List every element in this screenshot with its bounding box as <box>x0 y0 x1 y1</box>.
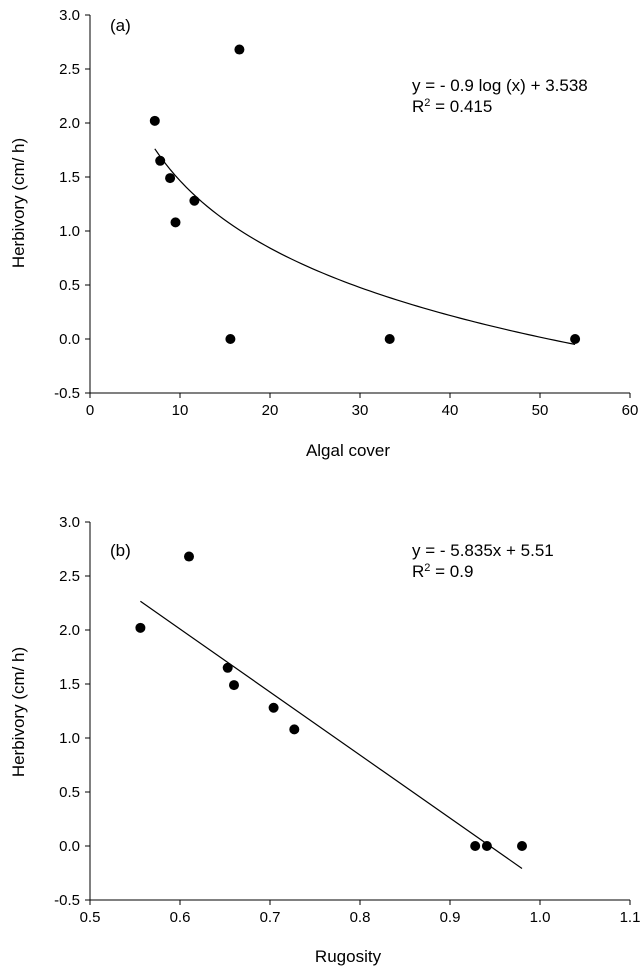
panel-a-x-tick-label: 30 <box>352 402 369 419</box>
panel-a-data-point <box>570 334 581 344</box>
panel-a-data-point <box>155 155 166 166</box>
panel-a-r2-prefix: R <box>412 97 424 116</box>
panel-a-y-tick-label: 1.0 <box>59 223 80 240</box>
panel-a-data-point <box>170 217 181 228</box>
panel-b-equation: y = - 5.835x + 5.51 <box>412 541 554 560</box>
panel-b-y-tick-label: 1.5 <box>59 676 80 693</box>
panel-a-r2-exp: 2 <box>424 97 430 109</box>
panel-b-r2-exp: 2 <box>424 562 430 574</box>
panel-b-data-point <box>229 680 239 691</box>
panel-a-data-point <box>189 195 200 206</box>
panel-a-label: (a) <box>110 16 131 35</box>
panel-b-x-tick-label: 0.7 <box>260 909 281 926</box>
panel-b-x-tick-label: 1.0 <box>530 909 551 926</box>
panel-b-x-tick-label: 0.8 <box>350 909 371 926</box>
panel-a-x-tick-label: 20 <box>262 402 279 419</box>
panel-b-x-tick-label: 1.1 <box>620 909 641 926</box>
panel-a-y-tick-label: 2.0 <box>59 115 80 132</box>
panel-b-y-tick-label: 2.0 <box>59 622 80 639</box>
panel-a-x-tick-label: 50 <box>532 402 549 419</box>
panel-a-x-tick-label: 40 <box>442 402 459 419</box>
panel-a-y-tick-label: 1.5 <box>59 169 80 186</box>
panel-a-data-point <box>149 115 160 126</box>
panel-b-data-point <box>517 841 527 851</box>
panel-b-y-tick-label: 3.0 <box>59 514 80 531</box>
panel-a-data-point <box>165 173 176 184</box>
panel-b-y-tick-label: 2.5 <box>59 568 80 585</box>
panel-b-trend-line <box>140 600 523 869</box>
panel-a-r2-value: = 0.415 <box>430 97 492 116</box>
panel-a-data-point <box>234 44 245 55</box>
panel-a-y-axis-title: Herbivory (cm/ h) <box>9 138 28 268</box>
panel-b-r2-prefix: R <box>412 562 424 581</box>
panel-a-x-axis-title: Algal cover <box>306 441 390 460</box>
panel-b-y-axis-title: Herbivory (cm/ h) <box>9 647 28 777</box>
panel-b-x-tick-label: 0.9 <box>440 909 461 926</box>
panel-a-x-tick-label: 60 <box>622 402 639 419</box>
panel-b-y-tick-label: 1.0 <box>59 730 80 747</box>
panel-a-y-tick-label: 3.0 <box>59 7 80 24</box>
panel-a-r2: R2 = 0.415 <box>412 97 492 116</box>
panel-a-y-tick-label: 0.5 <box>59 277 80 294</box>
panel-a-y-tick-label: 2.5 <box>59 61 80 78</box>
panel-b-r2-value: = 0.9 <box>430 562 473 581</box>
panel-b-data-point <box>481 841 492 851</box>
panel-b-data-point <box>222 662 233 673</box>
panel-a-equation: y = - 0.9 log (x) + 3.538 <box>412 76 588 95</box>
panel-a-y-tick-label: 0.0 <box>59 331 80 348</box>
panel-b-y-tick-label: 0.5 <box>59 784 80 801</box>
panel-b-data-point <box>470 841 481 851</box>
panel-a-data-point <box>225 334 236 344</box>
panel-b-y-tick-label: -0.5 <box>54 892 80 909</box>
panel-b-data-point <box>268 702 279 713</box>
panel-a-trend-curve <box>154 148 576 346</box>
panel-b-x-tick-label: 0.6 <box>170 909 191 926</box>
panel-b-y-tick-label: 0.0 <box>59 838 80 855</box>
panel-b-data-point <box>184 551 194 562</box>
panel-b-label: (b) <box>110 541 131 560</box>
panel-b-data-point <box>289 724 300 735</box>
panel-b-data-point <box>135 622 146 633</box>
panel-b-r2: R2 = 0.9 <box>412 562 473 581</box>
panel-a-y-tick-label: -0.5 <box>54 385 80 402</box>
panel-a-x-tick-label: 0 <box>86 402 94 419</box>
panel-b-x-axis-title: Rugosity <box>315 947 382 966</box>
panel-a-data-point <box>384 334 395 344</box>
panel-b-x-tick-label: 0.5 <box>80 909 101 926</box>
panel-a-x-tick-label: 10 <box>172 402 189 419</box>
